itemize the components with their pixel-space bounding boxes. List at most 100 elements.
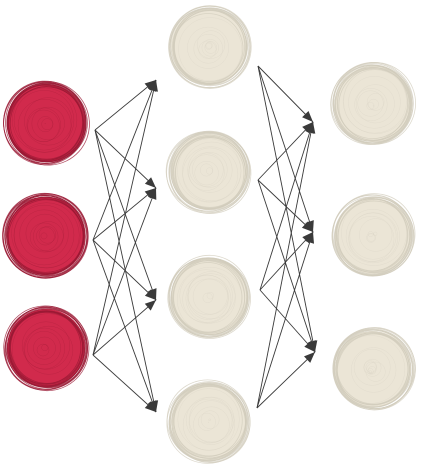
output-node-2 <box>331 193 416 277</box>
output-node-3-texture <box>368 370 372 374</box>
hidden-node-4-texture <box>193 406 230 444</box>
input-node-2-texture <box>11 198 81 268</box>
output-node-1-texture <box>366 93 385 111</box>
edge-input-1-to-hidden-1 <box>94 79 157 131</box>
hidden-node-2-fill <box>171 134 247 210</box>
edge-input-2-to-hidden-3-arrowhead-icon <box>144 289 156 300</box>
edge-input-2-to-hidden-2-arrowhead-icon <box>144 188 156 199</box>
hidden-node-1-scribble <box>168 5 252 89</box>
hidden-node-4-texture <box>197 412 216 431</box>
edge-input-3-to-hidden-1 <box>92 79 158 356</box>
output-node-3-texture <box>363 360 378 374</box>
output-node-2-texture <box>373 231 378 236</box>
edge-hidden-3-to-output-1-line <box>259 121 314 291</box>
input-node-3-scribble <box>3 305 87 390</box>
hidden-node-4-scribble <box>168 384 248 462</box>
input-node-1-scribble <box>6 82 86 163</box>
output-node-3-texture <box>336 335 406 404</box>
input-node-1-scribble <box>5 81 90 166</box>
output-node-2-texture <box>341 200 407 266</box>
output-node-3-fill <box>335 331 411 407</box>
hidden-node-3-texture <box>202 292 213 304</box>
input-node-2-texture <box>29 222 59 252</box>
input-node-1-texture <box>41 118 54 131</box>
edge-input-3-to-hidden-3-arrowhead-icon <box>144 300 156 311</box>
input-node-2-texture <box>33 221 64 252</box>
hidden-node-1-texture <box>201 39 219 57</box>
output-node-1-texture <box>368 98 379 110</box>
hidden-node-3-texture <box>185 273 236 324</box>
output-node-2-texture <box>359 218 393 252</box>
hidden-node-3-texture <box>182 274 232 324</box>
hidden-node-3-texture <box>176 266 243 333</box>
output-node-3-texture <box>365 361 386 382</box>
edge-hidden-4-to-output-2 <box>256 231 314 409</box>
output-node-1-fill <box>335 66 411 142</box>
input-node-3-texture <box>12 313 85 386</box>
edge-input-1-to-hidden-2 <box>94 129 157 189</box>
hidden-node-2-texture <box>194 160 219 186</box>
hidden-node-3-texture <box>187 274 228 316</box>
hidden-node-3-scribble <box>168 258 249 337</box>
input-node-1-texture <box>13 90 75 151</box>
hidden-node-4-texture <box>208 418 211 422</box>
hidden-node-1-texture <box>205 42 213 50</box>
edge-hidden-2-to-output-1-line <box>257 121 314 181</box>
input-node-1-texture <box>27 109 60 143</box>
input-node-3-fill <box>7 309 85 387</box>
output-node-3-scribble <box>336 333 411 408</box>
hidden-node-3-texture <box>187 278 229 320</box>
input-node-3-scribble <box>6 308 88 390</box>
edge-input-2-to-hidden-3-line <box>92 239 157 301</box>
edge-hidden-4-to-output-1-arrowhead-icon <box>306 122 316 134</box>
edge-hidden-2-to-output-1 <box>257 121 314 181</box>
edge-hidden-3-to-output-3 <box>259 289 316 353</box>
output-node-2-texture <box>348 215 395 262</box>
edge-input-3-to-hidden-1-arrowhead-icon <box>149 80 158 92</box>
input-node-3-texture <box>41 344 49 352</box>
hidden-node-4-texture <box>207 421 210 423</box>
input-node-2-texture <box>13 202 80 269</box>
output-node-1-texture <box>357 90 384 117</box>
hidden-node-4-fill <box>171 384 247 460</box>
input-node-1-texture <box>31 106 65 141</box>
edge-input-3-to-hidden-2-arrowhead-icon <box>147 188 157 200</box>
output-node-1-texture <box>343 69 409 134</box>
hidden-node-3-scribble <box>172 262 243 333</box>
input-node-2-texture <box>40 232 48 240</box>
edge-input-2-to-hidden-1-line <box>92 79 157 241</box>
input-node-1-texture <box>26 107 61 142</box>
hidden-node-1-texture <box>198 40 217 59</box>
edge-hidden-1-to-output-3 <box>257 65 318 353</box>
connections-layer <box>92 65 318 413</box>
output-node-2-texture <box>367 231 374 238</box>
output-node-1-texture <box>348 76 401 129</box>
edge-input-3-to-hidden-2-line <box>92 187 157 356</box>
hidden-node-2-scribble <box>168 130 251 213</box>
output-node-1-scribble <box>336 67 410 139</box>
input-node-3 <box>3 305 90 392</box>
hidden-node-1-texture <box>205 41 213 49</box>
hidden-node-1-texture <box>187 26 230 69</box>
edge-hidden-2-to-output-2 <box>257 179 314 233</box>
hidden-node-4-scribble <box>169 382 251 463</box>
edge-hidden-4-to-output-3 <box>256 351 316 409</box>
hidden-node-1-texture <box>193 33 224 64</box>
edge-input-2-to-hidden-3 <box>92 239 157 301</box>
hidden-node-2-scribble <box>170 131 250 211</box>
input-node-2-texture <box>25 213 65 253</box>
edge-input-3-to-hidden-4-arrowhead-icon <box>144 401 156 412</box>
edge-input-3-to-hidden-2 <box>92 187 157 356</box>
hidden-node-3-texture <box>187 271 236 320</box>
output-node-3-texture <box>353 348 391 386</box>
hidden-node-2-texture <box>182 146 239 203</box>
output-node-2-fill <box>335 198 411 274</box>
input-node-1-texture <box>37 116 54 133</box>
input-node-2-scribble <box>2 193 89 279</box>
input-node-2-texture <box>38 226 57 244</box>
hidden-node-4-scribble <box>171 386 246 461</box>
input-node-1-fill <box>7 84 85 162</box>
output-node-3-scribble <box>336 332 410 406</box>
output-node-3-texture <box>350 347 397 393</box>
